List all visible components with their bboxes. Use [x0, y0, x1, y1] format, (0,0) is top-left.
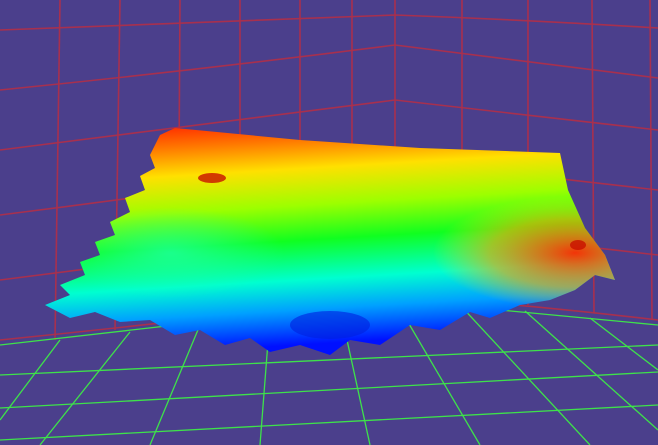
surface-bump — [570, 240, 586, 250]
surface-bump — [198, 173, 226, 183]
page: {"chart_data": {"type": "surface"}} — [0, 0, 658, 445]
surface-bump — [290, 311, 370, 339]
scene — [0, 0, 658, 445]
